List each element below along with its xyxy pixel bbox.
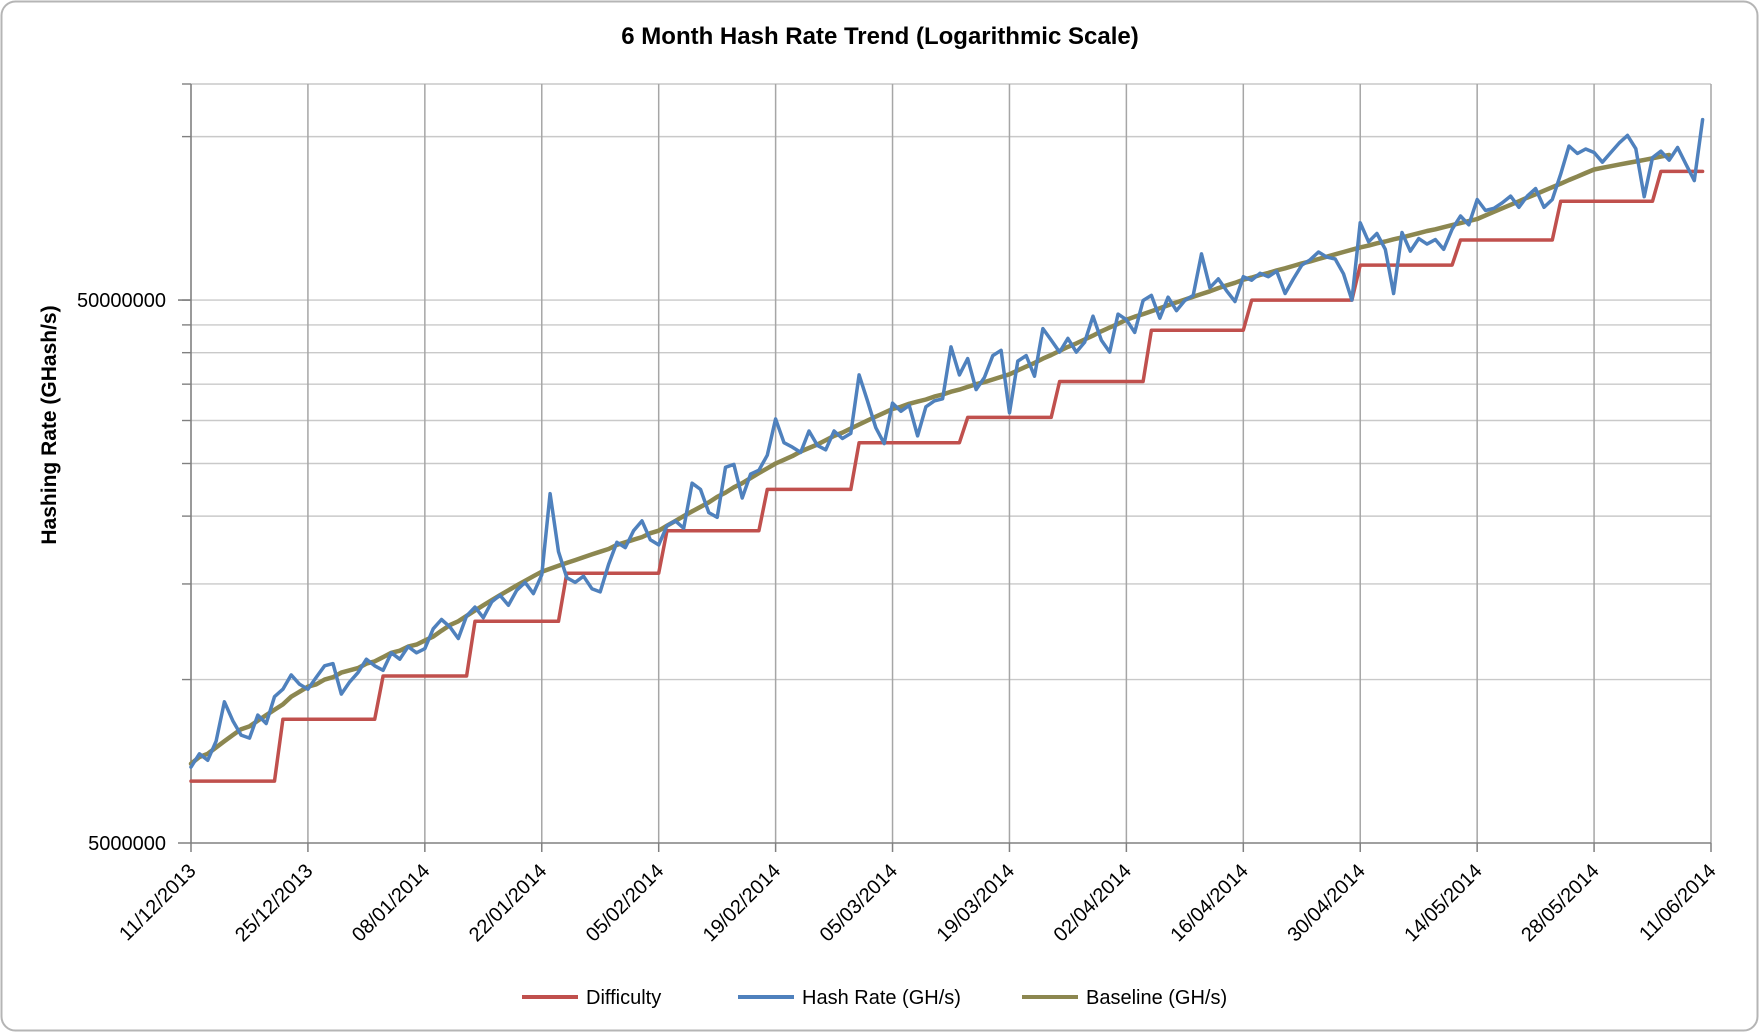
y-tick-label-50000000: 50000000 — [77, 290, 166, 312]
legend-item-difficulty: Difficulty — [586, 987, 661, 1009]
y-axis-title: Hashing Rate (GHash/s) — [38, 305, 61, 544]
chart-title: 6 Month Hash Rate Trend (Logarithmic Sca… — [621, 23, 1138, 50]
y-tick-label-5000000: 5000000 — [88, 833, 166, 855]
legend-item-baseline: Baseline (GH/s) — [1086, 987, 1227, 1009]
gridlines — [191, 83, 1712, 843]
series-lines — [188, 117, 1705, 783]
legend-item-hash-rate: Hash Rate (GH/s) — [802, 987, 961, 1009]
baseline-series-line — [188, 152, 1672, 766]
hash-rate-series-line — [189, 117, 1705, 769]
legend: Difficulty Hash Rate (GH/s) Baseline (GH… — [522, 987, 1227, 1009]
axes — [178, 83, 1712, 852]
difficulty-series-line — [189, 169, 1705, 783]
